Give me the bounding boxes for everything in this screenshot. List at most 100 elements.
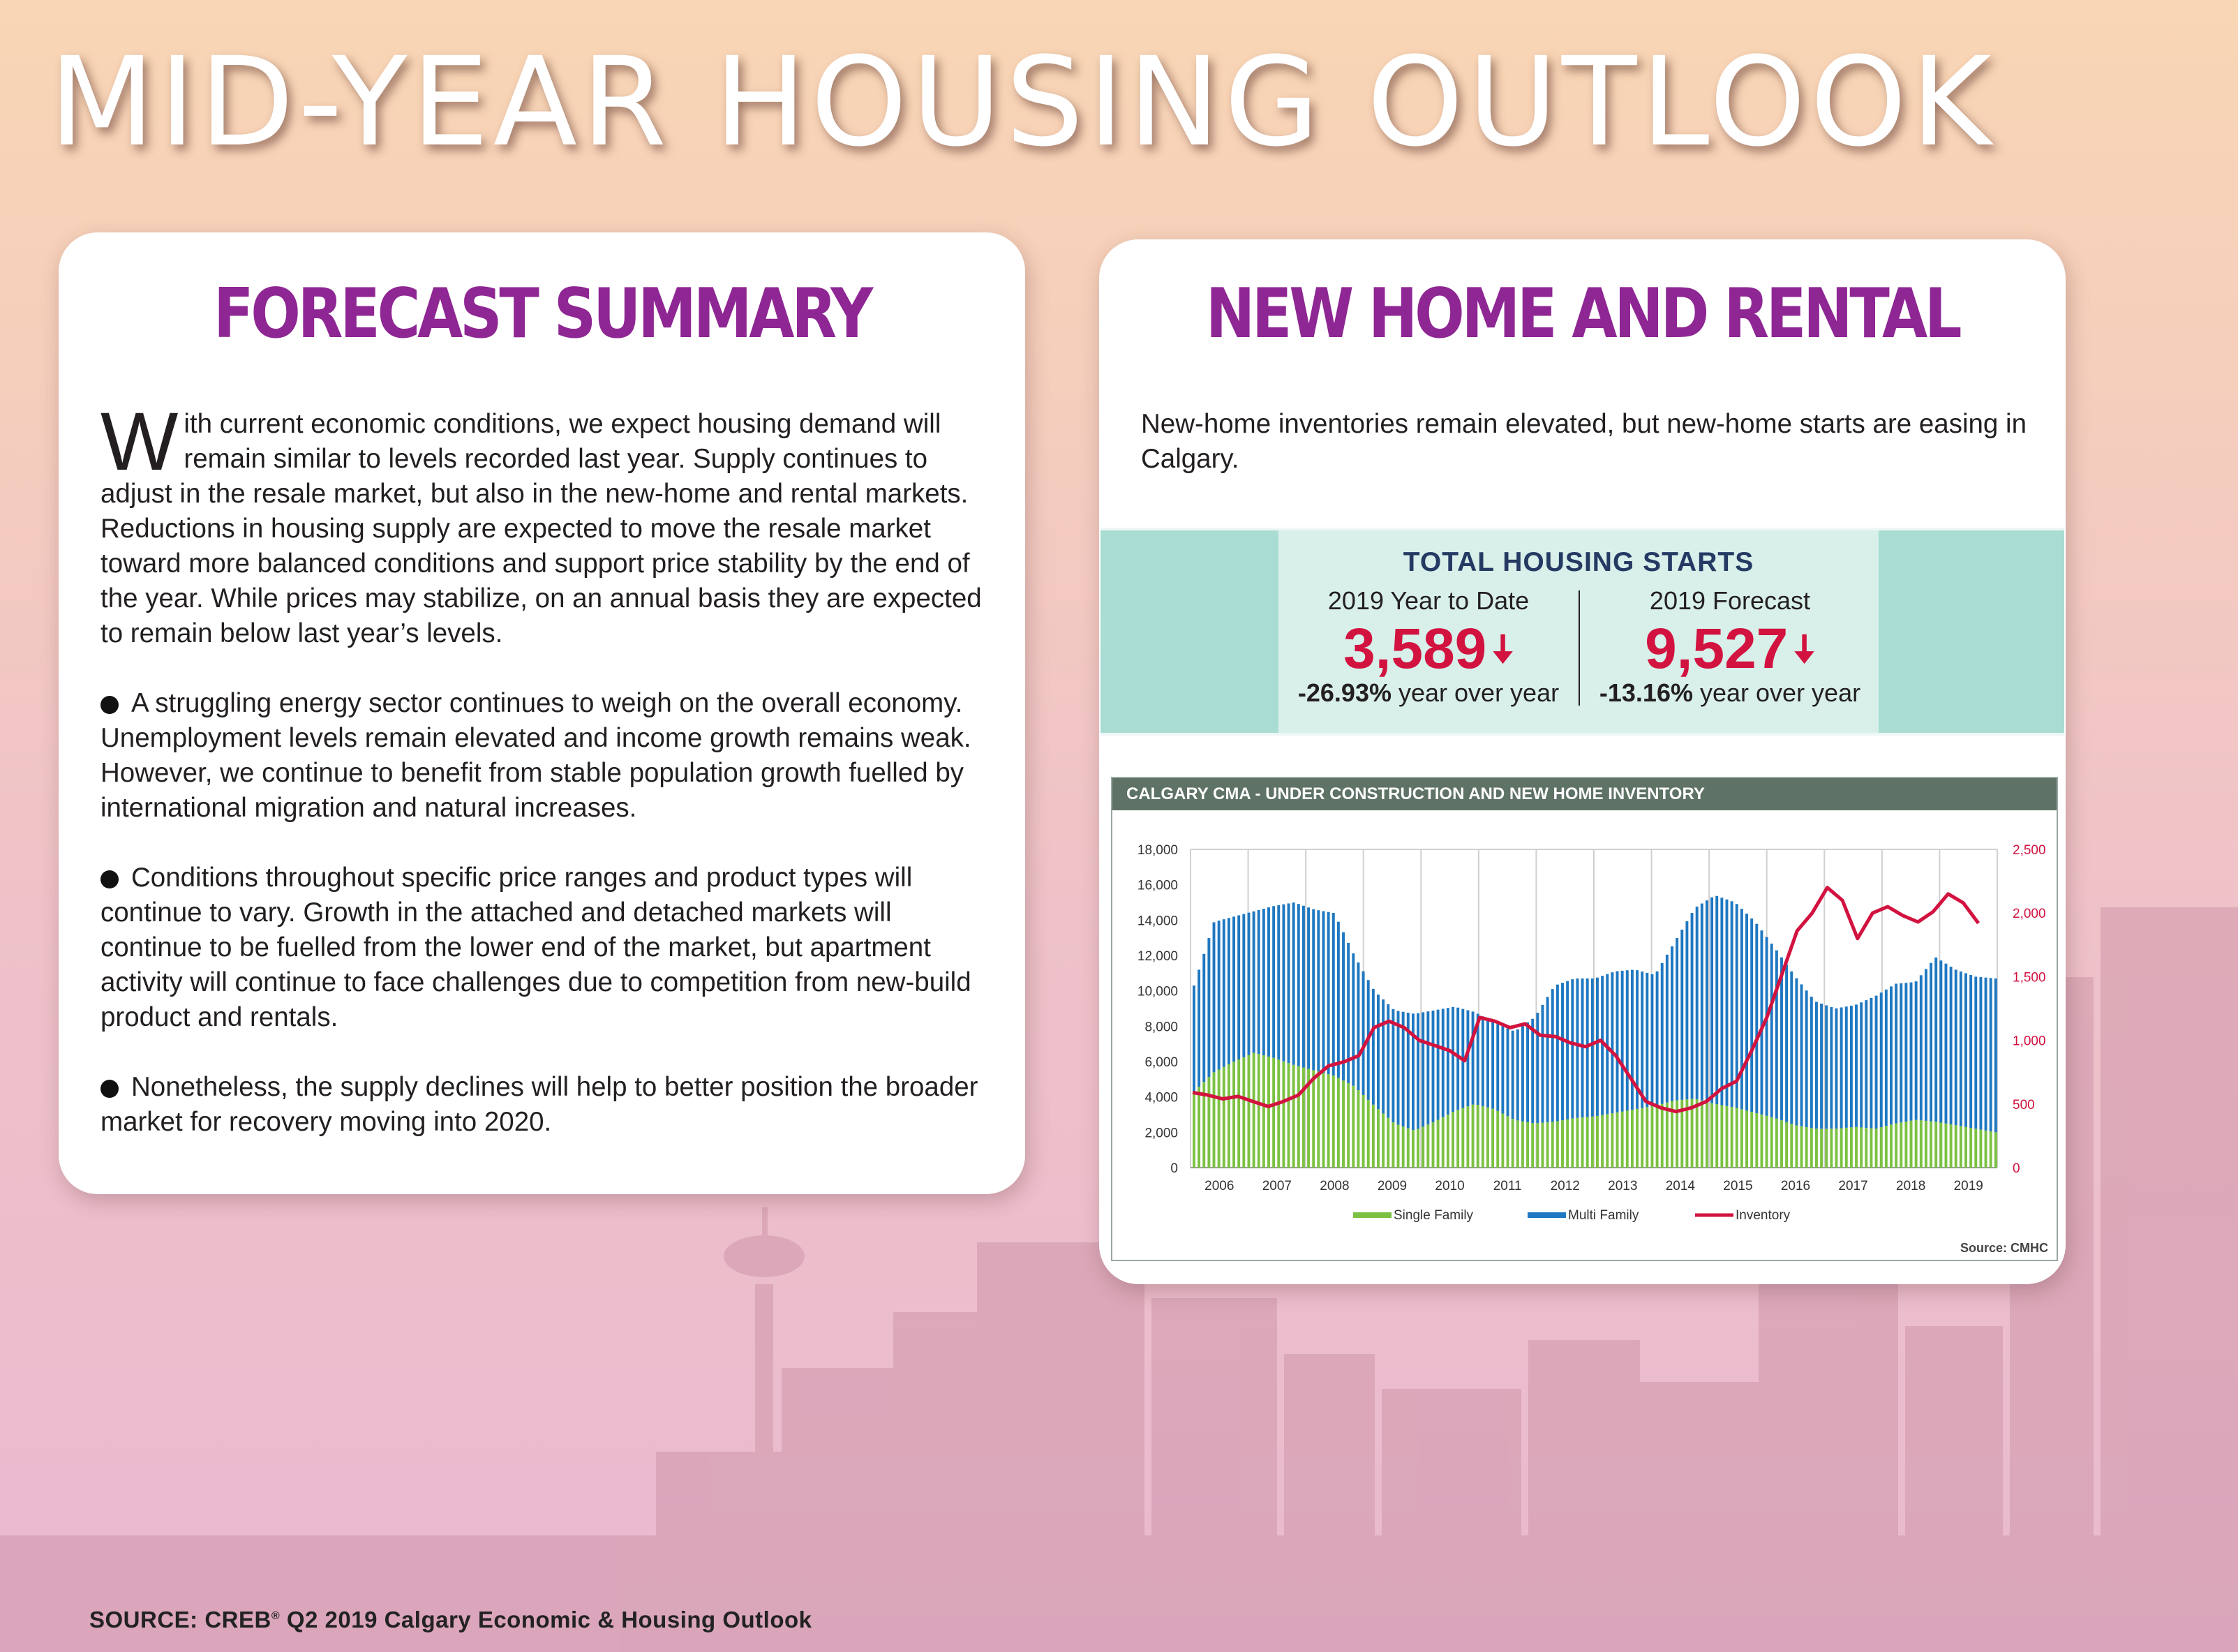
bar-single-family (1561, 1120, 1564, 1168)
bar-multi-family (1392, 1009, 1395, 1123)
bar-single-family (1874, 1128, 1878, 1168)
bar-multi-family (1481, 1016, 1484, 1106)
bar-single-family (1227, 1064, 1230, 1168)
bar-single-family (1242, 1057, 1246, 1168)
bar-multi-family (1352, 953, 1355, 1086)
x-tick-label: 2015 (1723, 1179, 1752, 1193)
x-tick-label: 2013 (1608, 1179, 1637, 1193)
starts-forecast-value-row: 9,527 🠇 (1580, 616, 1880, 683)
down-arrow-icon: 🠇 (1793, 627, 1815, 671)
bar-single-family (1785, 1122, 1789, 1168)
bar-single-family (1934, 1122, 1938, 1168)
bar-single-family (1740, 1109, 1743, 1168)
starts-forecast-change-row: -13.16% year over year (1580, 678, 1880, 708)
bar-multi-family (1964, 973, 1967, 1127)
bar-single-family (1814, 1129, 1818, 1168)
x-tick-label: 2014 (1666, 1179, 1696, 1193)
bar-multi-family (1660, 962, 1664, 1104)
bar-multi-family (1312, 909, 1315, 1071)
bar-multi-family (1431, 1010, 1435, 1123)
starts-ytd: 2019 Year to Date 3,589 🠇 -26.93% year ov… (1278, 586, 1579, 708)
y-right-tick-label: 0 (2013, 1161, 2020, 1176)
bar-multi-family (1526, 1022, 1530, 1122)
bar-single-family (1446, 1114, 1449, 1168)
bar-single-family (1611, 1113, 1614, 1168)
bar-single-family (1879, 1127, 1883, 1168)
bar-single-family (1267, 1056, 1270, 1168)
bar-multi-family (1765, 937, 1768, 1116)
y-left-tick-label: 16,000 (1137, 879, 1178, 893)
x-tick-label: 2019 (1954, 1179, 1983, 1193)
bar-multi-family (1282, 904, 1285, 1062)
bar-single-family (1531, 1123, 1535, 1168)
forecast-bullet-3: Nonetheless, the supply declines will he… (100, 1070, 987, 1140)
bar-multi-family (1795, 978, 1798, 1126)
bar-multi-family (1272, 906, 1276, 1058)
bar-single-family (1671, 1101, 1673, 1168)
bar-single-family (1301, 1067, 1305, 1168)
bar-multi-family (1636, 970, 1639, 1109)
bar-single-family (1590, 1116, 1594, 1168)
starts-divider (1579, 590, 1580, 706)
bar-single-family (1904, 1121, 1908, 1168)
bar-single-family (1735, 1108, 1738, 1168)
bar-single-family (1222, 1066, 1225, 1168)
bar-multi-family (1825, 1005, 1828, 1129)
bar-single-family (1700, 1100, 1703, 1168)
housing-starts-panel: TOTAL HOUSING STARTS 2019 Year to Date 3… (1101, 528, 2064, 736)
bar-single-family (1790, 1124, 1793, 1168)
bar-multi-family (1944, 963, 1948, 1124)
bar-multi-family (1720, 898, 1724, 1106)
bar-multi-family (1212, 922, 1216, 1073)
bar-multi-family (1406, 1012, 1410, 1129)
y-left-tick-label: 4,000 (1144, 1091, 1178, 1106)
bar-single-family (1930, 1121, 1933, 1168)
bar-single-family (1720, 1105, 1724, 1168)
bar-multi-family (1641, 972, 1644, 1108)
bar-single-family (1312, 1070, 1315, 1168)
bar-multi-family (1959, 971, 1962, 1126)
bar-single-family (1820, 1129, 1823, 1168)
y-right-tick-label: 1,000 (2013, 1034, 2046, 1049)
y-right-tick-label: 1,500 (2013, 970, 2046, 985)
bar-multi-family (1207, 938, 1211, 1078)
bar-single-family (1715, 1104, 1719, 1168)
y-left-tick-label: 6,000 (1144, 1055, 1178, 1070)
x-tick-label: 2010 (1435, 1179, 1464, 1193)
bar-multi-family (1606, 974, 1609, 1115)
bar-single-family (1750, 1112, 1754, 1168)
starts-forecast-change: -13.16% (1599, 678, 1693, 707)
bar-single-family (1297, 1066, 1300, 1168)
x-tick-label: 2007 (1262, 1179, 1292, 1193)
bar-multi-family (1257, 909, 1260, 1055)
forecast-bullet-2-text: Conditions throughout specific price ran… (100, 863, 971, 1032)
bar-multi-family (1297, 904, 1300, 1066)
chart-plot: 0 2,000 4,000 6,000 8,000 10,000 12,000 14,000 1… (1137, 843, 2046, 1223)
y-left-tick-label: 10,000 (1137, 985, 1178, 999)
bar-single-family (1471, 1104, 1475, 1168)
y-right-tick-label: 500 (2013, 1098, 2035, 1113)
bar-multi-family (1775, 950, 1778, 1119)
bar-single-family (1322, 1073, 1325, 1168)
bar-single-family (1620, 1111, 1624, 1168)
bar-multi-family (1919, 975, 1923, 1121)
y-left-tick-label: 0 (1170, 1161, 1178, 1176)
bar-multi-family (1755, 923, 1759, 1114)
bar-single-family (1217, 1069, 1221, 1168)
bar-multi-family (1441, 1009, 1445, 1117)
bar-multi-family (1193, 985, 1195, 1092)
bar-single-family (1566, 1119, 1569, 1168)
bar-multi-family (1521, 1025, 1524, 1122)
bar-single-family (1392, 1122, 1395, 1168)
bar-single-family (1287, 1063, 1290, 1168)
bar-multi-family (1436, 1009, 1440, 1120)
bar-multi-family (1590, 978, 1594, 1117)
bar-multi-family (1396, 1011, 1400, 1125)
bar-single-family (1496, 1110, 1500, 1168)
bar-single-family (1830, 1129, 1833, 1168)
bar-multi-family (1357, 962, 1360, 1091)
bar-single-family (1780, 1120, 1783, 1168)
bar-multi-family (1820, 1003, 1823, 1129)
starts-ytd-value-row: 3,589 🠇 (1278, 616, 1579, 683)
